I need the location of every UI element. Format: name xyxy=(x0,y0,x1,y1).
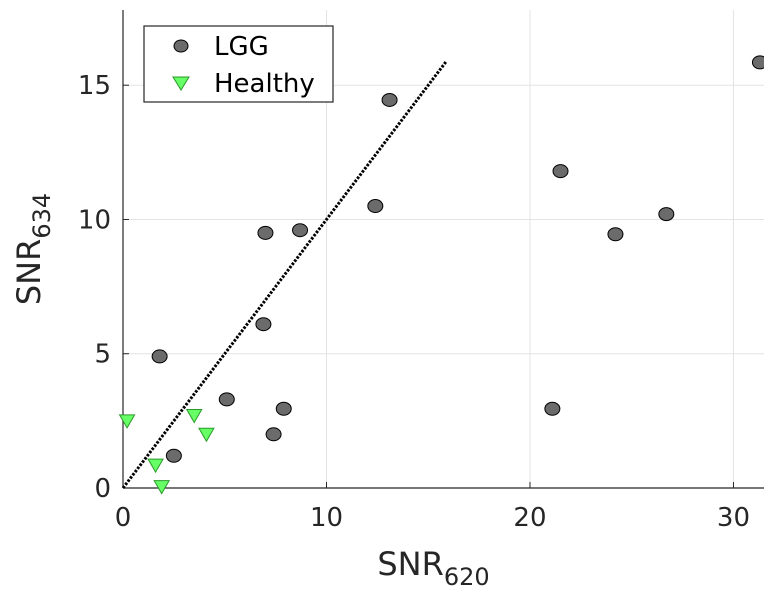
y-tick-labels: 0 5 10 15 xyxy=(78,71,129,504)
x-tick-label: 0 xyxy=(115,503,132,533)
lgg-point xyxy=(275,401,292,416)
reference-line xyxy=(121,60,448,489)
legend-lgg-marker xyxy=(173,39,189,53)
lgg-point xyxy=(367,199,384,214)
legend-lgg-label: LGG xyxy=(214,32,269,62)
healthy-point xyxy=(185,408,203,424)
legend-box xyxy=(143,25,334,103)
y-tick-label: 10 xyxy=(78,205,111,235)
lgg-point xyxy=(552,164,569,179)
x-tick-label: 20 xyxy=(513,503,546,533)
y-tick-label: 15 xyxy=(78,71,111,101)
lgg-point xyxy=(265,427,282,442)
healthy-point xyxy=(153,480,171,495)
x-tick-label: 30 xyxy=(717,503,750,533)
healthy-point xyxy=(147,458,164,474)
x-tick-labels: 0 10 20 30 xyxy=(115,482,750,533)
healthy-point xyxy=(198,427,215,443)
x-axis-label: SNR620 xyxy=(377,545,489,591)
lgg-point xyxy=(607,227,624,242)
data-points xyxy=(118,55,764,495)
lgg-point xyxy=(257,225,274,240)
lgg-point xyxy=(165,448,182,463)
lgg-point xyxy=(658,207,675,222)
lgg-point xyxy=(292,223,309,238)
lgg-point xyxy=(381,92,398,107)
y-tick-label: 5 xyxy=(94,340,111,370)
lgg-point xyxy=(151,349,168,364)
legend-healthy-marker xyxy=(172,76,190,91)
lgg-point xyxy=(255,317,272,332)
healthy-point xyxy=(118,414,136,429)
x-tick-label: 10 xyxy=(310,503,343,533)
y-axis-label: SNR634 xyxy=(10,193,56,305)
lgg-point xyxy=(751,55,764,70)
legend-healthy-label: Healthy xyxy=(214,69,315,99)
lgg-point xyxy=(544,401,561,416)
legend: LGG Healthy xyxy=(143,25,334,103)
lgg-point xyxy=(218,392,235,407)
y-tick-label: 0 xyxy=(94,474,111,504)
